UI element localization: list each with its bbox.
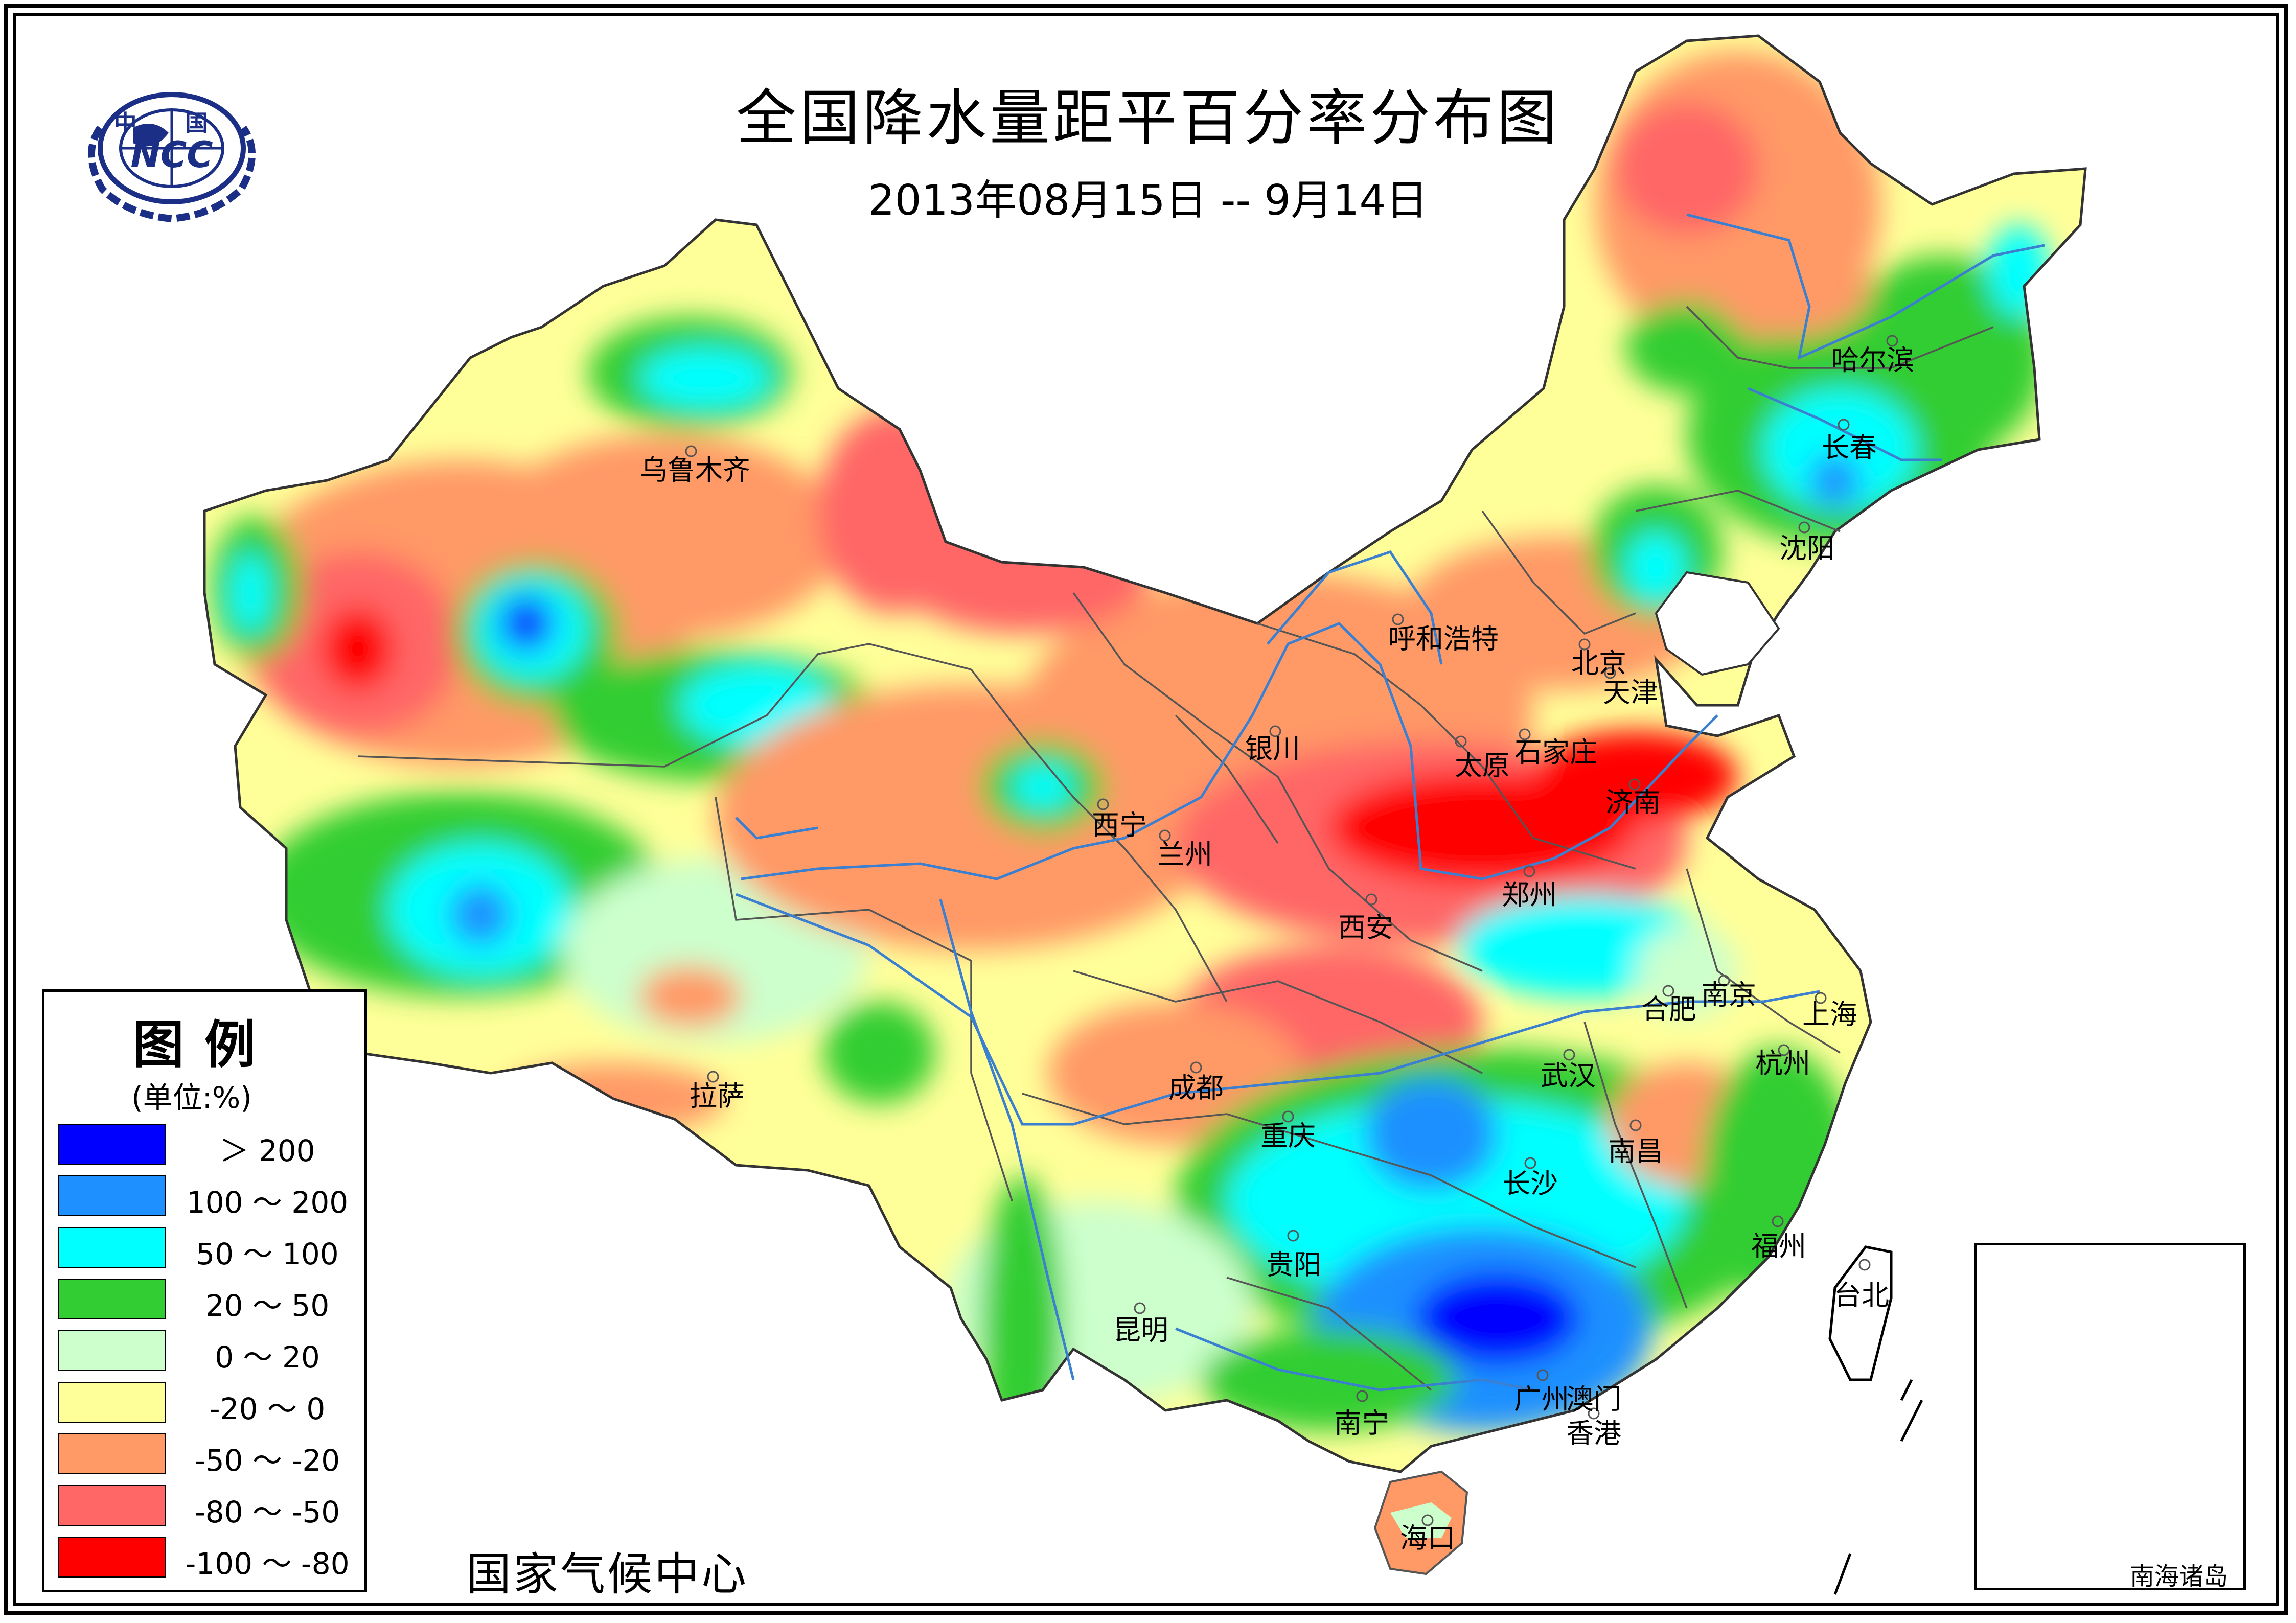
bohai-sea xyxy=(1655,571,1780,676)
anomaly-field xyxy=(204,36,2085,1472)
province-borders xyxy=(357,306,1994,1391)
city-label-changchun: 长春 xyxy=(1822,431,1877,464)
legend-label: -20 ～ 0 xyxy=(209,1392,326,1426)
legend-item: 0 ～ 20 xyxy=(58,1330,364,1375)
city-label-kunming: 昆明 xyxy=(1113,1314,1168,1347)
legend-item: -20 ～ 0 xyxy=(58,1382,364,1426)
legend-swatch xyxy=(58,1485,166,1526)
taiwan-island xyxy=(1828,1245,1893,1381)
city-label-harbin: 哈尔滨 xyxy=(1831,344,1914,377)
outer-frame xyxy=(4,4,2288,1615)
city-label-huhehaote: 呼和浩特 xyxy=(1388,622,1499,655)
map-title: 全国降水量距平百分率分布图 xyxy=(736,83,1560,153)
city-label-chengdu: 成都 xyxy=(1168,1072,1224,1104)
legend-swatch xyxy=(58,1175,166,1216)
legend-swatch xyxy=(58,1330,166,1371)
logo-emblem-text: NCC xyxy=(130,134,213,176)
city-label-nanjing: 南京 xyxy=(1701,979,1756,1011)
city-label-hefei: 合肥 xyxy=(1641,993,1696,1026)
east-sea-islands xyxy=(1833,1379,1923,1595)
city-label-beijing: 北京 xyxy=(1571,647,1626,680)
city-label-guangzhou: 广州 xyxy=(1514,1383,1569,1416)
city-label-shijiazhuang: 石家庄 xyxy=(1514,736,1597,769)
inner-frame xyxy=(13,13,2279,1606)
legend-label: 50 ～ 100 xyxy=(196,1237,339,1271)
city-label-tianjin: 天津 xyxy=(1603,676,1658,709)
legend-label: 0 ～ 20 xyxy=(215,1340,320,1375)
city-label-fuzhou: 福州 xyxy=(1751,1230,1806,1263)
legend-swatch xyxy=(58,1227,166,1268)
city-label-shenyang: 沈阳 xyxy=(1779,532,1834,565)
inset-label: 南海诸岛 xyxy=(2130,1562,2229,1591)
city-label-lanzhou: 兰州 xyxy=(1157,838,1212,871)
legend-swatch xyxy=(58,1433,166,1474)
city-label-xian: 西安 xyxy=(1338,911,1393,944)
city-label-nanning: 南宁 xyxy=(1334,1407,1389,1440)
hainan-anomaly xyxy=(1390,1502,1452,1538)
legend-label: -50 ～ -20 xyxy=(194,1443,340,1478)
legend-item: 100 ～ 200 xyxy=(58,1175,364,1220)
legend-label: -80 ～ -50 xyxy=(194,1495,340,1529)
legend-title: 图例 xyxy=(133,1015,276,1075)
legend-item: -100 ～ -80 xyxy=(58,1537,364,1581)
city-label-taipei: 台北 xyxy=(1834,1279,1889,1312)
city-label-haikou: 海口 xyxy=(1400,1522,1455,1555)
china-border xyxy=(203,34,2087,1473)
city-label-shanghai: 上海 xyxy=(1802,998,1857,1031)
legend-unit: (单位:%) xyxy=(131,1080,252,1115)
city-markers xyxy=(685,335,1898,1526)
city-label-zhengzhou: 郑州 xyxy=(1502,878,1557,911)
city-label-wuhan: 武汉 xyxy=(1541,1059,1596,1092)
legend-label: 100 ～ 200 xyxy=(186,1185,349,1220)
legend-item: 50 ～ 100 xyxy=(58,1227,364,1271)
map-subtitle: 2013年08月15日 -- 9月14日 xyxy=(868,176,1428,225)
legend-label: ＞ 200 xyxy=(219,1133,315,1168)
legend-item: -80 ～ -50 xyxy=(58,1485,364,1529)
legend-item: ＞ 200 xyxy=(58,1124,364,1168)
city-label-taiyuan: 太原 xyxy=(1455,749,1510,782)
legend-label: -100 ～ -80 xyxy=(185,1546,350,1581)
legend-swatch xyxy=(58,1382,166,1423)
city-label-jinan: 济南 xyxy=(1605,786,1661,819)
city-label-guiyang: 贵阳 xyxy=(1266,1248,1321,1281)
south-china-sea-inset: 南海诸岛 xyxy=(1974,1243,2246,1591)
city-label-changsha: 长沙 xyxy=(1503,1167,1558,1200)
city-label-chongqing: 重庆 xyxy=(1260,1120,1316,1152)
city-label-yinchuan: 银川 xyxy=(1245,732,1300,765)
city-label-xining: 西宁 xyxy=(1092,809,1147,842)
city-label-hangzhou: 杭州 xyxy=(1755,1047,1810,1080)
legend-swatch xyxy=(58,1124,166,1165)
legend-swatch xyxy=(58,1537,166,1578)
rivers xyxy=(735,213,2045,1392)
city-label-macau: 澳门 xyxy=(1566,1383,1621,1416)
legend-item: -50 ～ -20 xyxy=(58,1433,364,1478)
city-label-hongkong: 香港 xyxy=(1566,1417,1621,1450)
legend-label: 20 ～ 50 xyxy=(205,1288,330,1323)
legend-item: 20 ～ 50 xyxy=(58,1279,364,1323)
city-label-nanchang: 南昌 xyxy=(1608,1135,1663,1168)
city-label-lhasa: 拉萨 xyxy=(690,1080,745,1112)
city-label-urumqi: 乌鲁木齐 xyxy=(640,454,750,486)
agency-name: 国家气候中心 xyxy=(466,1548,749,1601)
legend-swatch xyxy=(58,1279,166,1319)
ncc-logo xyxy=(88,92,256,223)
logo-top-text: 中 国 xyxy=(114,110,228,136)
legend: 图例 (单位:%) ＞ 200 100 ～ 200 50 ～ 100 20 ～ 50 0… xyxy=(42,989,367,1592)
